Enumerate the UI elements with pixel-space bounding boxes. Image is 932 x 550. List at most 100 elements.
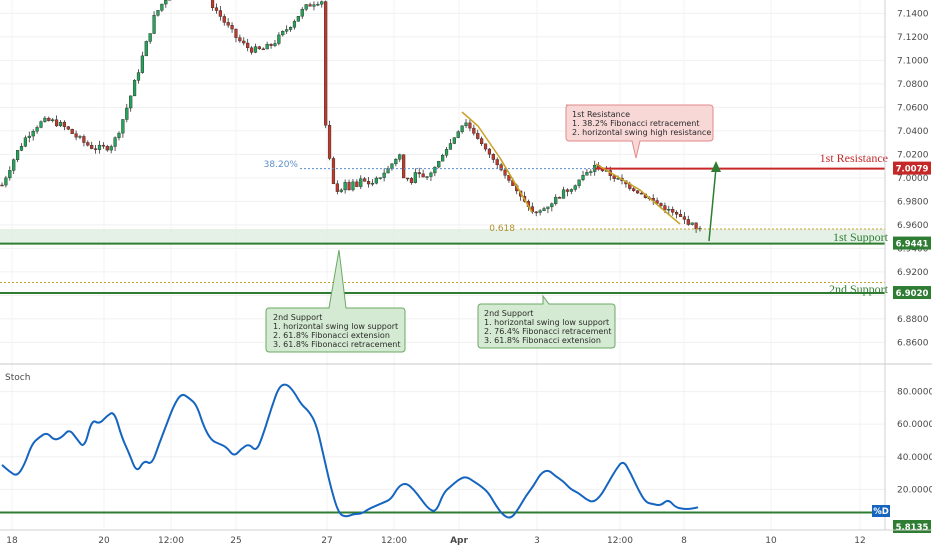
support-note-1: 2nd Support 1. horizontal swing low supp… — [265, 249, 406, 353]
candle — [534, 211, 538, 217]
time-tick-label: 10 — [765, 536, 777, 546]
price-tick-label: 7.0800 — [897, 80, 929, 90]
candle — [70, 128, 74, 134]
support-note-2-line-2: 2. 76.4% Fibonacci retracement — [484, 327, 612, 336]
candle — [402, 154, 406, 179]
candle — [292, 19, 297, 30]
candle — [546, 206, 550, 214]
candle — [464, 119, 468, 128]
candle — [327, 120, 332, 161]
candle — [105, 144, 109, 152]
support-2-value: 6.9020 — [896, 289, 929, 299]
stoch-label: Stoch — [5, 373, 30, 383]
candle — [93, 145, 98, 154]
candle — [35, 125, 39, 134]
candle — [441, 153, 445, 162]
candle — [0, 182, 4, 187]
candle — [632, 186, 636, 192]
candle — [210, 0, 215, 11]
candle — [101, 142, 105, 149]
candle — [324, 0, 328, 129]
candle — [460, 125, 464, 134]
candle — [117, 131, 121, 141]
time-tick-label: 18 — [6, 536, 18, 546]
candle — [542, 206, 546, 212]
stoch-line-label: %D — [873, 507, 889, 517]
time-axis[interactable]: 18 20 12:00 25 27 12:00 Apr 3 12:00 8 10 12 — [6, 536, 865, 546]
resistance-1-badge: 7.0079 — [893, 161, 931, 175]
candle — [242, 37, 246, 46]
time-tick-label: 12:00 — [158, 536, 184, 546]
candle — [132, 79, 137, 97]
candle — [491, 153, 495, 163]
time-tick-label: 12:00 — [381, 536, 407, 546]
candle — [261, 47, 265, 51]
stoch-line-tag: %D — [872, 505, 890, 517]
price-tick-label: 6.9200 — [897, 268, 929, 278]
candle — [109, 144, 113, 154]
candle — [246, 38, 250, 52]
candle — [218, 5, 222, 21]
candle — [226, 18, 230, 28]
candle — [480, 136, 484, 146]
candle — [113, 136, 117, 151]
price-tick-label: 6.8800 — [897, 315, 929, 325]
candle — [78, 134, 82, 140]
stoch-tick-label: 20.0000 — [897, 485, 932, 495]
candle — [370, 179, 375, 187]
candle — [129, 95, 133, 112]
candle — [335, 180, 339, 195]
candle — [66, 125, 70, 131]
fib-swing-line-3 — [595, 163, 681, 225]
projection-arrowhead-icon — [711, 161, 721, 172]
candle — [503, 167, 507, 179]
candle — [686, 215, 690, 226]
price-tick-label: 7.1000 — [897, 56, 929, 66]
candle — [269, 43, 273, 49]
candle — [347, 179, 351, 191]
candle — [234, 28, 238, 43]
candle — [15, 149, 20, 163]
candle — [671, 206, 675, 216]
stoch-axis[interactable]: 80.0000 60.0000 40.0000 20.0000 — [897, 388, 932, 496]
time-tick-label: 12:00 — [607, 536, 633, 546]
support-2-badge: 6.9020 — [893, 286, 931, 300]
candle — [320, 0, 324, 8]
candle — [507, 175, 511, 183]
candle — [667, 205, 671, 215]
candle — [19, 143, 24, 152]
price-tick-label: 6.9800 — [897, 197, 929, 207]
candle — [561, 186, 566, 199]
candle — [675, 210, 679, 219]
candle — [495, 157, 499, 169]
candle — [378, 177, 382, 180]
candle — [39, 120, 43, 129]
candle — [74, 130, 78, 141]
support-note-1-line-1: 1. horizontal swing low support — [273, 322, 398, 331]
candle — [655, 197, 659, 205]
candle — [448, 139, 453, 150]
candle — [4, 175, 8, 188]
candle — [164, 0, 168, 8]
candle — [359, 175, 363, 190]
candle — [222, 14, 226, 26]
support-1-badge: 6.9441 — [893, 236, 931, 250]
candle — [437, 160, 441, 169]
time-tick-label: Apr — [450, 536, 468, 546]
candle — [288, 26, 293, 32]
candle — [366, 176, 371, 188]
candle — [558, 196, 562, 199]
time-tick-label: 8 — [681, 536, 687, 546]
candle — [308, 2, 312, 7]
candle — [230, 22, 234, 33]
candle — [58, 119, 63, 127]
candle — [433, 166, 437, 177]
support-1-value: 6.9441 — [896, 240, 929, 250]
candle — [429, 171, 433, 181]
candle — [355, 179, 359, 188]
candle — [273, 40, 277, 48]
candle — [374, 176, 378, 185]
candle — [144, 40, 148, 57]
resistance-note-line-2: 2. horizontal swing high resistance — [572, 128, 711, 137]
